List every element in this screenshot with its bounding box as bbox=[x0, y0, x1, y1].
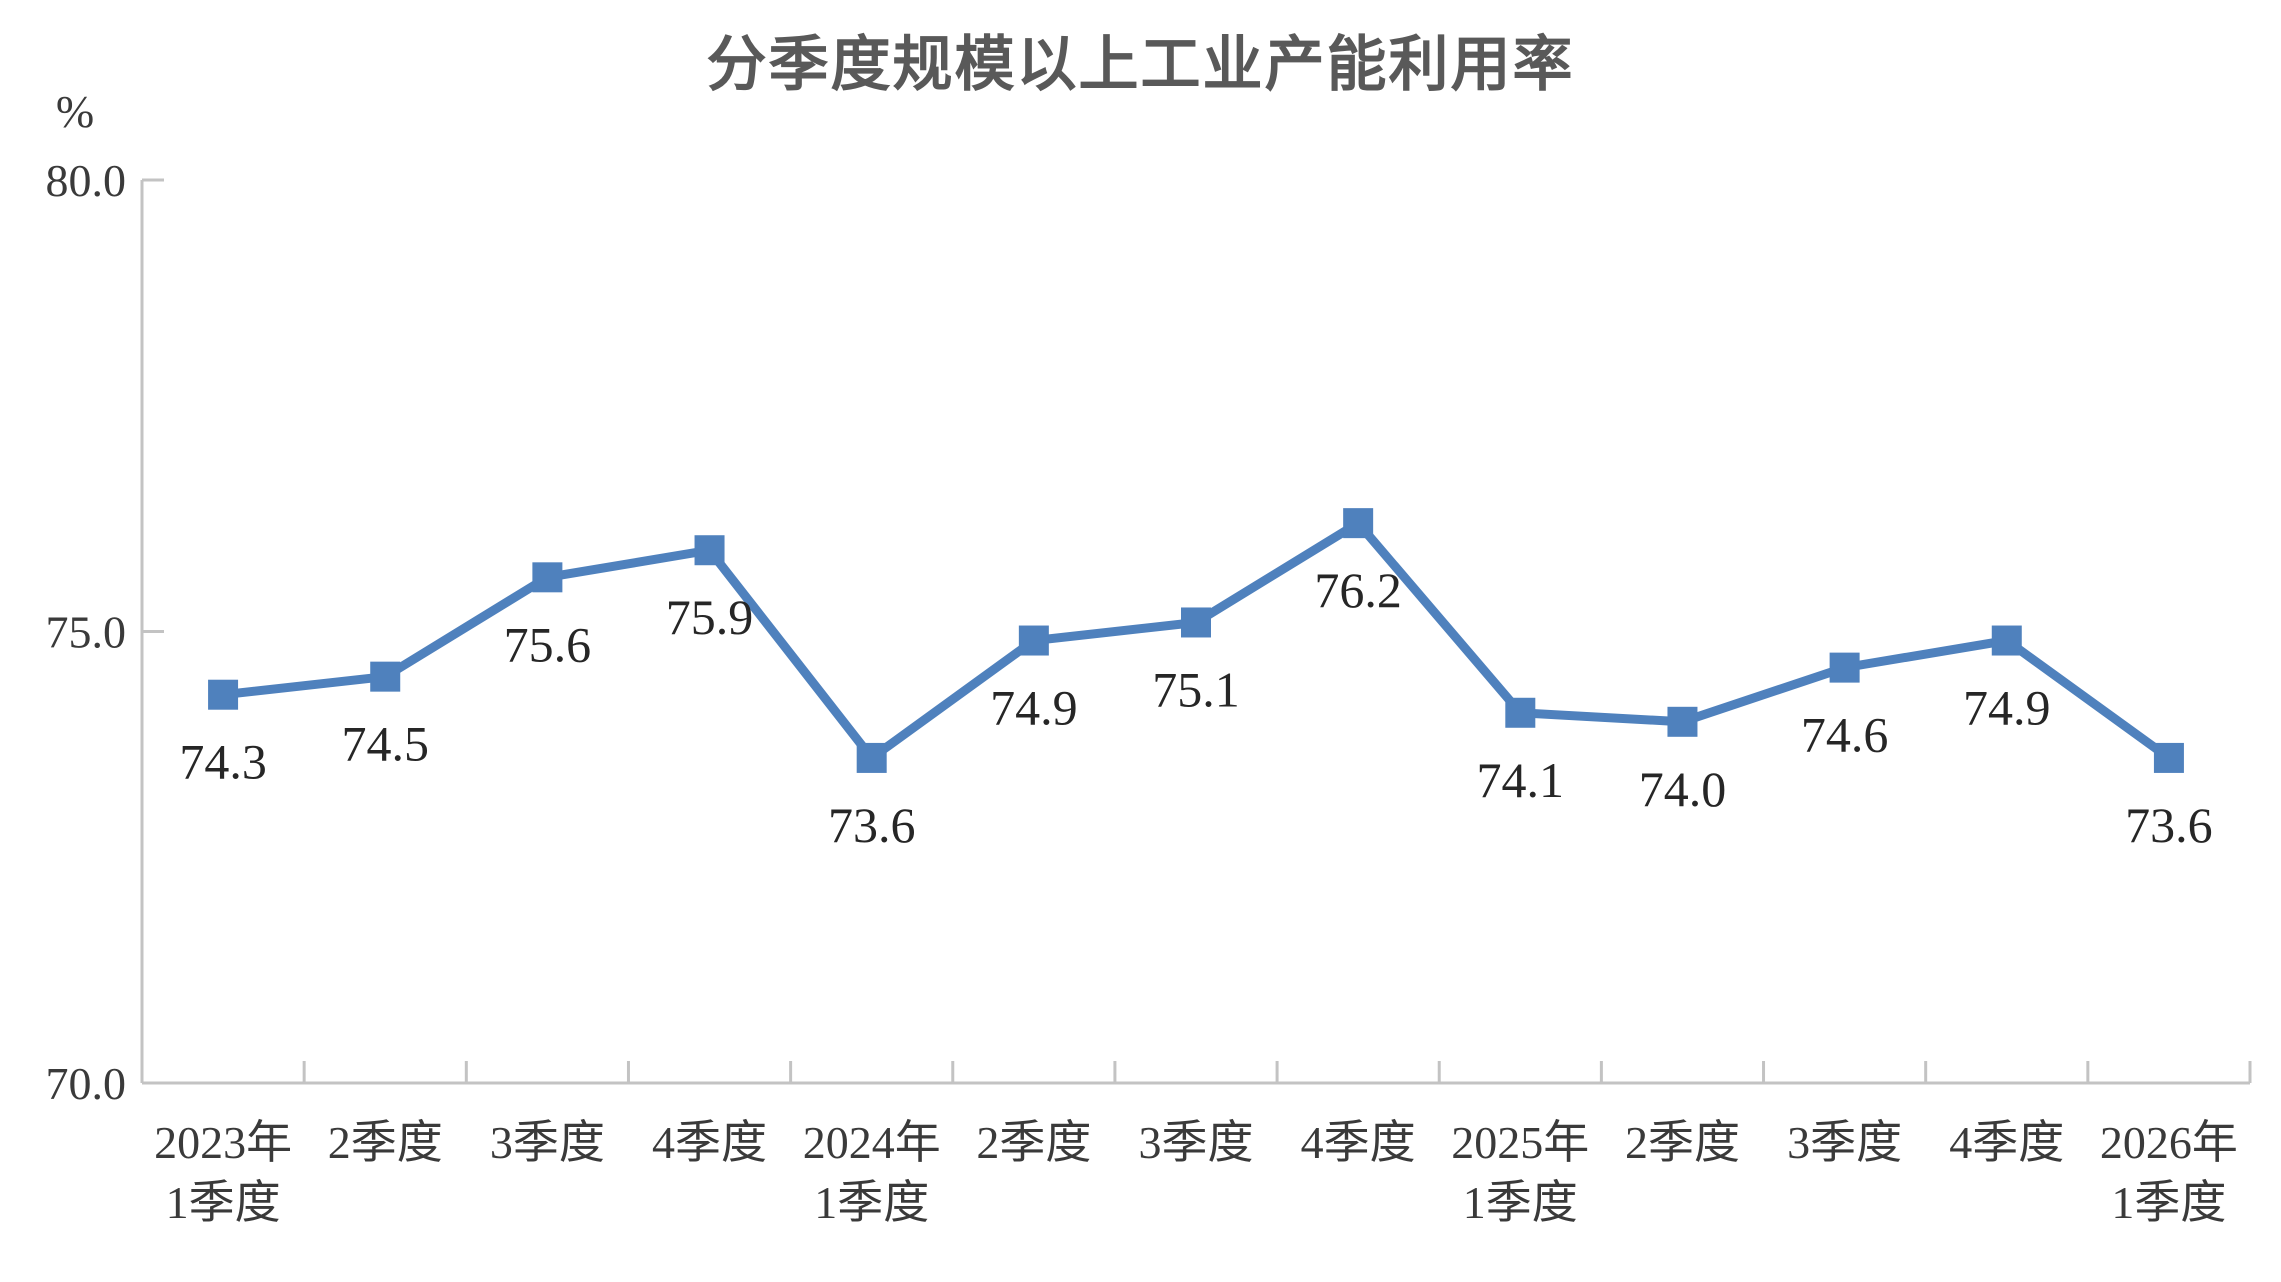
y-axis-unit-label: % bbox=[55, 86, 95, 137]
data-point-marker bbox=[1018, 625, 1049, 656]
data-point-marker bbox=[370, 661, 401, 692]
data-point-label: 74.3 bbox=[179, 734, 267, 790]
x-axis-label: 3季度 bbox=[1139, 1117, 1254, 1168]
data-point-marker bbox=[1343, 508, 1374, 539]
data-point-label: 74.5 bbox=[341, 716, 429, 772]
data-point-label: 75.6 bbox=[504, 616, 592, 672]
y-axis-tick-label: 80.0 bbox=[46, 155, 127, 206]
data-point-label: 73.6 bbox=[2125, 797, 2213, 853]
data-point-marker bbox=[532, 562, 563, 593]
data-point-label: 74.9 bbox=[1963, 680, 2051, 736]
x-axis-label: 2季度 bbox=[1625, 1117, 1740, 1168]
data-point-marker bbox=[2153, 742, 2184, 773]
x-axis-label: 2024年 bbox=[803, 1117, 941, 1168]
data-point-label: 76.2 bbox=[1314, 562, 1402, 618]
x-axis-label: 4季度 bbox=[1949, 1117, 2064, 1168]
data-point-marker bbox=[208, 679, 239, 710]
data-point-marker bbox=[1505, 697, 1536, 728]
chart-title: 分季度规模以上工业产能利用率 bbox=[706, 30, 1575, 100]
x-axis-label: 2季度 bbox=[328, 1117, 443, 1168]
data-point-label: 73.6 bbox=[828, 797, 916, 853]
data-point-marker bbox=[1667, 706, 1698, 737]
data-point-marker bbox=[1991, 625, 2022, 656]
data-point-marker bbox=[1181, 607, 1211, 638]
x-axis-label: 1季度 bbox=[1463, 1177, 1578, 1228]
x-axis-label: 1季度 bbox=[814, 1177, 929, 1228]
x-axis-label: 2025年 bbox=[1451, 1117, 1589, 1168]
data-point-label: 74.9 bbox=[990, 680, 1078, 736]
y-axis-tick-label: 70.0 bbox=[46, 1058, 127, 1109]
data-point-label: 74.6 bbox=[1801, 707, 1889, 763]
x-axis-label: 3季度 bbox=[1787, 1117, 1902, 1168]
data-point-label: 74.1 bbox=[1477, 752, 1565, 808]
x-axis-label: 1季度 bbox=[166, 1177, 281, 1228]
data-point-label: 75.1 bbox=[1152, 661, 1240, 717]
y-axis-tick-label: 75.0 bbox=[46, 607, 127, 658]
data-point-label: 75.9 bbox=[666, 589, 754, 645]
data-point-marker bbox=[1829, 652, 1860, 683]
x-axis-label: 4季度 bbox=[652, 1117, 767, 1168]
data-point-label: 74.0 bbox=[1639, 761, 1727, 817]
x-axis-label: 1季度 bbox=[2111, 1177, 2226, 1228]
data-point-marker bbox=[856, 742, 887, 773]
x-axis-label: 3季度 bbox=[490, 1117, 605, 1168]
x-axis-label: 2023年 bbox=[154, 1117, 292, 1168]
x-axis-label: 2季度 bbox=[976, 1117, 1091, 1168]
x-axis-label: 4季度 bbox=[1301, 1117, 1416, 1168]
data-point-marker bbox=[694, 535, 725, 566]
x-axis-label: 2026年 bbox=[2100, 1117, 2238, 1168]
